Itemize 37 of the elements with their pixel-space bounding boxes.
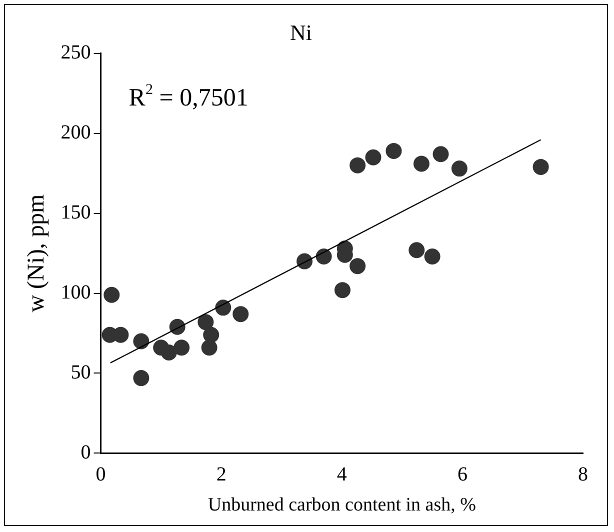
y-axis-title: w (Ni), ppm [24,194,50,312]
point [451,160,468,177]
x-tick-label: 0 [96,463,106,486]
point [350,258,366,274]
point [160,344,177,360]
point [334,282,351,298]
point [201,340,218,356]
point [133,333,150,350]
point [532,158,549,175]
x-tick-label: 8 [578,463,588,486]
y-tick-label: 100 [60,282,91,304]
point [232,306,249,322]
point [424,248,440,264]
y-tick-label: 200 [60,122,91,144]
point [174,340,190,356]
y-tick-label: 50 [70,361,91,384]
x-axis-title: Unburned carbon content in ash, % [208,494,476,516]
point [350,157,366,174]
point [215,300,232,316]
point [316,248,332,264]
y-tick-label: 250 [60,42,91,64]
point [408,242,425,258]
point [296,253,313,270]
point [104,286,120,303]
x-tick-label: 6 [457,463,468,486]
point [432,146,449,162]
x-tick-label: 2 [216,463,226,486]
point [169,318,186,335]
point [198,314,214,330]
point [133,370,150,386]
point [365,149,382,166]
point [386,142,402,159]
y-tick-label: 0 [80,441,91,464]
x-tick-label: 4 [336,463,347,486]
chart-title: Ni [290,20,312,45]
y-tick-label: 150 [60,202,91,224]
point [413,156,430,172]
